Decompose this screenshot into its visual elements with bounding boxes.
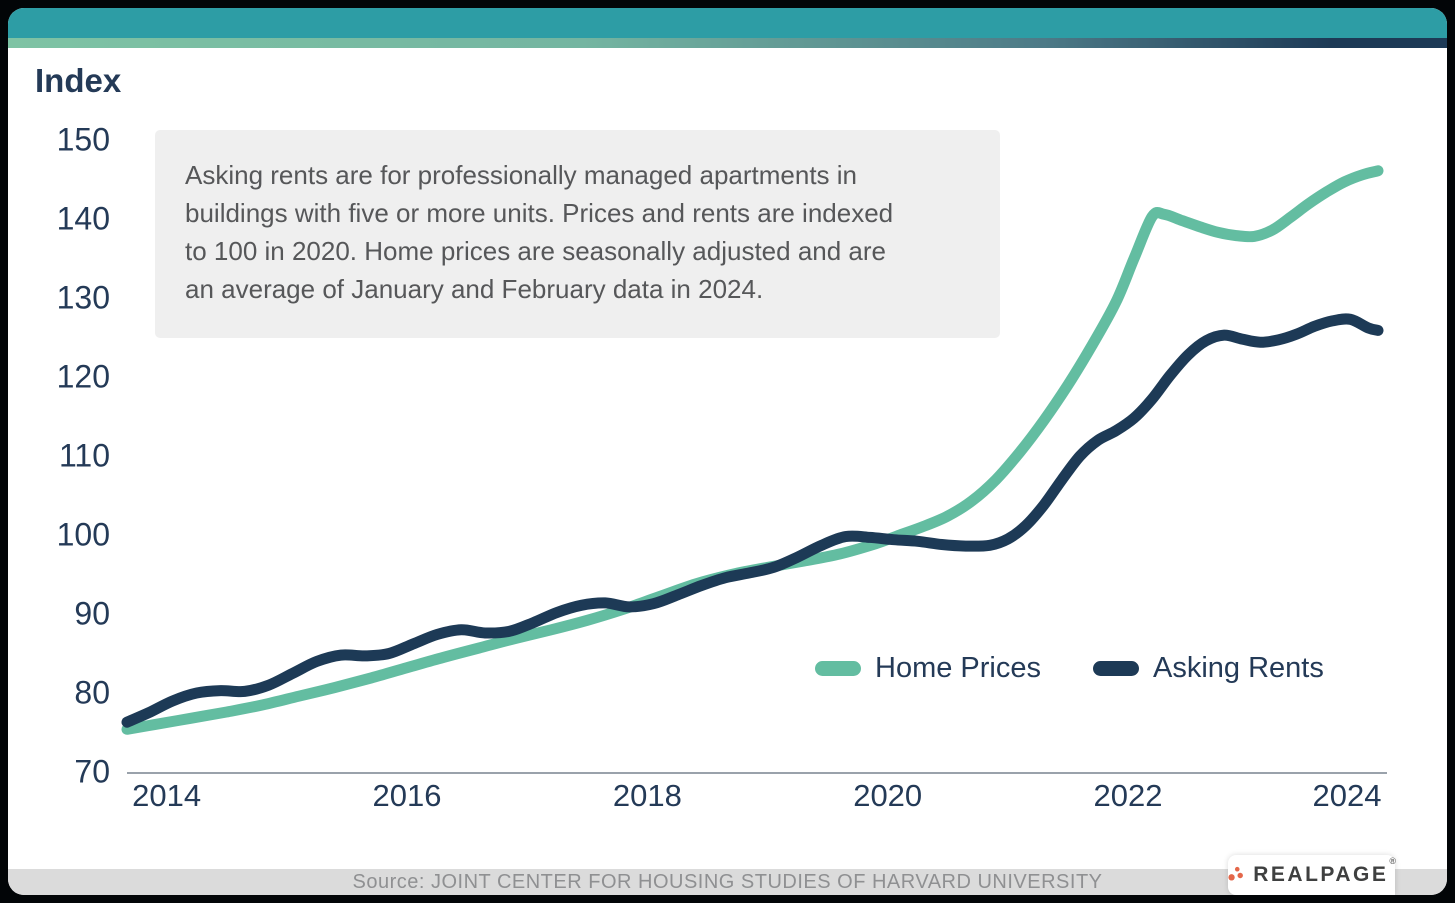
y-tick-label: 80 bbox=[74, 674, 110, 711]
x-tick-label: 2022 bbox=[1093, 778, 1163, 813]
y-tick-label: 130 bbox=[56, 279, 110, 316]
registered-mark: ® bbox=[1389, 856, 1396, 866]
x-tick-label: 2020 bbox=[853, 778, 923, 813]
chart-legend: Home Prices Asking Rents bbox=[815, 652, 1324, 685]
legend-label: Asking Rents bbox=[1153, 652, 1324, 684]
source-text: Source: JOINT CENTER FOR HOUSING STUDIES… bbox=[352, 870, 1103, 893]
x-tick-label: 2024 bbox=[1312, 778, 1382, 813]
series-line-asking-rents bbox=[121, 313, 1384, 728]
legend-swatch bbox=[815, 661, 861, 676]
legend-item-asking-rents[interactable]: Asking Rents bbox=[1093, 652, 1324, 685]
realpage-logo: REALPAGE® bbox=[1228, 855, 1396, 895]
chart-title: Index bbox=[35, 62, 122, 99]
source-bar: Source: JOINT CENTER FOR HOUSING STUDIES… bbox=[8, 869, 1447, 895]
y-tick-label: 90 bbox=[74, 595, 110, 632]
series-line-home-prices bbox=[121, 165, 1384, 735]
y-tick-label: 150 bbox=[56, 121, 110, 158]
chart-plot bbox=[121, 165, 1387, 774]
chart-card: Index Asking rents are for professionall… bbox=[8, 8, 1447, 895]
gradient-accent-bar bbox=[8, 38, 1447, 48]
y-tick-label: 120 bbox=[56, 358, 110, 395]
legend-swatch bbox=[1093, 661, 1139, 676]
y-tick-label: 110 bbox=[58, 437, 110, 474]
legend-item-home-prices[interactable]: Home Prices bbox=[815, 652, 1041, 685]
y-tick-label: 70 bbox=[74, 753, 110, 790]
chart-note: Asking rents are for professionally mana… bbox=[155, 130, 1000, 338]
x-tick-label: 2014 bbox=[132, 778, 202, 813]
realpage-dots-icon bbox=[1228, 866, 1243, 881]
top-teal-bar bbox=[8, 8, 1447, 38]
x-tick-label: 2018 bbox=[612, 778, 682, 813]
legend-label: Home Prices bbox=[875, 652, 1041, 684]
y-tick-label: 100 bbox=[56, 516, 110, 553]
realpage-wordmark: REALPAGE® bbox=[1253, 856, 1396, 886]
x-tick-label: 2016 bbox=[372, 778, 442, 813]
y-tick-label: 140 bbox=[56, 200, 110, 237]
